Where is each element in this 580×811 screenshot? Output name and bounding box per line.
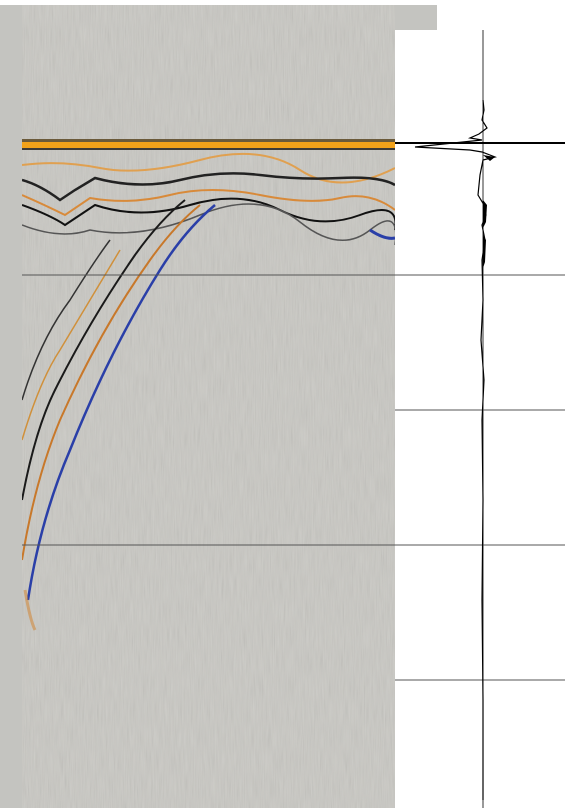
seafloor-dark bbox=[22, 139, 395, 142]
page: {} bbox=[0, 0, 580, 811]
seismic-figure bbox=[0, 0, 580, 811]
section-noise bbox=[22, 5, 395, 808]
seafloor-orange bbox=[22, 142, 395, 148]
seafloor-dark-lower bbox=[22, 148, 395, 150]
